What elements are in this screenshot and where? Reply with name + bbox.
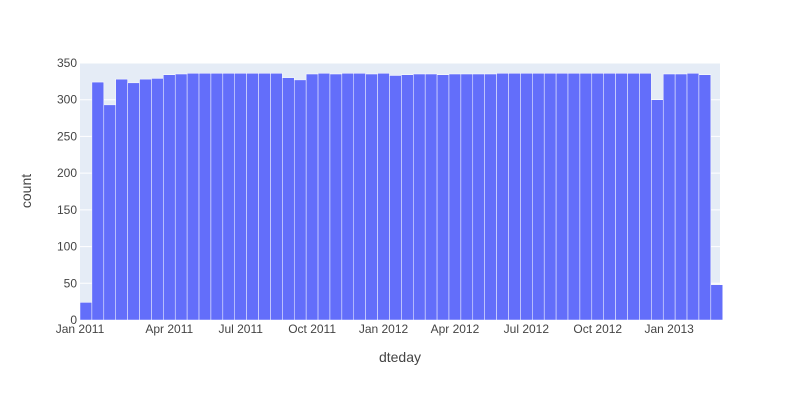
bar — [567, 73, 581, 321]
x-tick-label: Jan 2013 — [644, 322, 694, 336]
bar — [282, 77, 295, 321]
bar — [472, 73, 485, 321]
x-tick-labels: Jan 2011 Apr 2011 Jul 2011 Oct 2011 Jan 2012… — [56, 322, 694, 336]
y-tick-label: 350 — [57, 56, 77, 70]
x-tick-label: Oct 2011 — [288, 322, 336, 336]
bar — [413, 73, 426, 321]
bar — [674, 73, 688, 321]
bar — [103, 104, 116, 321]
y-axis-title: count — [18, 174, 34, 208]
bars — [79, 73, 723, 321]
bar — [651, 99, 664, 321]
x-tick-label: Jul 2012 — [504, 322, 550, 336]
y-tick-labels: 0 50 100 150 200 250 300 350 — [57, 56, 77, 327]
bar — [591, 73, 604, 321]
bar — [234, 73, 247, 321]
bar — [91, 81, 105, 321]
bar — [698, 74, 712, 321]
bar — [555, 73, 569, 321]
bar — [377, 73, 390, 321]
bar — [163, 74, 176, 321]
bar — [353, 73, 366, 321]
y-tick-label: 0 — [70, 313, 77, 327]
bar — [222, 73, 235, 321]
x-tick-label: Apr 2012 — [431, 322, 480, 336]
bar — [329, 73, 343, 321]
x-axis-title: dteday — [379, 349, 421, 365]
bar — [424, 73, 438, 321]
bar — [127, 82, 140, 321]
bar — [448, 73, 462, 321]
bar — [115, 78, 128, 321]
bar — [258, 73, 271, 321]
bar — [579, 73, 593, 321]
bar — [186, 73, 200, 321]
bar — [532, 73, 545, 321]
bar — [686, 73, 700, 321]
y-tick-label: 200 — [57, 166, 77, 180]
bar — [365, 73, 378, 321]
bar — [484, 73, 497, 321]
bar — [270, 73, 283, 321]
bar — [639, 73, 652, 321]
bar — [79, 302, 93, 321]
bar — [389, 75, 402, 321]
y-tick-label: 250 — [57, 129, 77, 143]
bar — [543, 73, 557, 321]
bar — [520, 73, 533, 321]
y-tick-label: 50 — [64, 276, 78, 290]
x-tick-label: Jan 2012 — [359, 322, 409, 336]
bar — [436, 74, 450, 321]
bar — [508, 73, 521, 321]
bar — [317, 73, 331, 321]
bar — [198, 73, 212, 321]
bar — [496, 73, 509, 321]
bar — [341, 73, 355, 321]
bar — [662, 73, 676, 321]
bar — [305, 73, 319, 321]
bar — [603, 73, 616, 321]
bar — [210, 73, 224, 321]
y-tick-label: 300 — [57, 93, 77, 107]
x-tick-label: Jan 2011 — [56, 322, 105, 336]
bar — [401, 74, 414, 321]
y-tick-label: 100 — [57, 240, 77, 254]
bar — [139, 78, 152, 321]
bar — [460, 73, 474, 321]
x-tick-label: Jul 2011 — [218, 322, 263, 336]
x-tick-label: Oct 2012 — [573, 322, 622, 336]
bar — [151, 78, 164, 321]
bar — [710, 284, 723, 321]
bar — [627, 73, 640, 321]
bar — [615, 73, 628, 321]
bar — [293, 79, 307, 321]
y-tick-label: 150 — [57, 203, 77, 217]
x-tick-label: Apr 2011 — [145, 322, 193, 336]
bar — [246, 73, 259, 321]
bar — [174, 73, 188, 321]
